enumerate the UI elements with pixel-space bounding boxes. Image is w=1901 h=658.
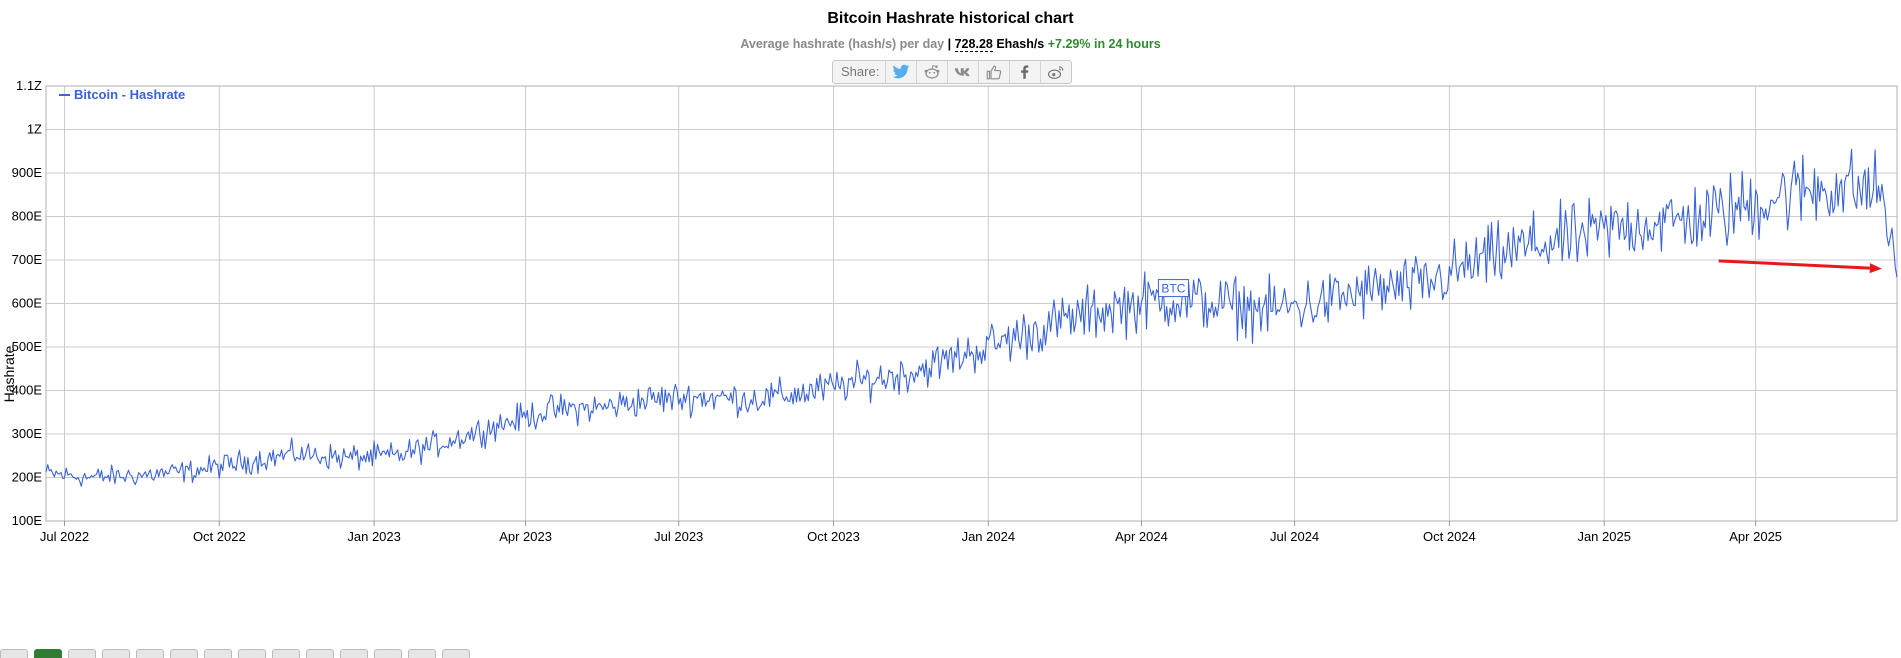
reddit-share-button[interactable] xyxy=(916,61,947,83)
x-axis-ticks: Jul 2022 Oct 2022 Jan 2023 Apr 2023 Jul 2023… xyxy=(40,521,1782,544)
x-tick-label: Apr 2024 xyxy=(1115,529,1168,544)
legend-label: Bitcoin - Hashrate xyxy=(74,87,185,102)
reddit-icon xyxy=(924,65,940,79)
x-tick-label: Oct 2022 xyxy=(193,529,246,544)
chart-subtitle: Average hashrate (hash/s) per day | 728.… xyxy=(0,37,1901,52)
like-share-button[interactable] xyxy=(978,61,1009,83)
range-tab[interactable] xyxy=(408,649,436,658)
annotation-box xyxy=(1157,279,1189,298)
x-tick-label: Jul 2023 xyxy=(654,529,703,544)
x-tick-label: Oct 2024 xyxy=(1423,529,1476,544)
subtitle-separator: | xyxy=(947,37,952,51)
range-tab[interactable] xyxy=(34,649,62,658)
facebook-share-button[interactable] xyxy=(1009,61,1040,83)
btc-annotation-flag[interactable]: BTC xyxy=(1157,279,1189,298)
y-tick-label: 100E xyxy=(12,513,43,528)
range-selector-tabs[interactable] xyxy=(0,649,470,658)
arrow-shaft xyxy=(1718,259,1870,270)
y-tick-label: 700E xyxy=(12,252,43,267)
current-hashrate-value[interactable]: 728.28 xyxy=(954,37,993,52)
hashrate-change: +7.29% in 24 hours xyxy=(1047,37,1161,51)
y-tick-label: 300E xyxy=(12,426,43,441)
range-tab[interactable] xyxy=(374,649,402,658)
share-bar: Share: xyxy=(832,60,1073,84)
x-tick-label: Apr 2025 xyxy=(1729,529,1782,544)
arrow-head xyxy=(1869,263,1882,274)
range-tab[interactable] xyxy=(204,649,232,658)
annotation-label: BTC xyxy=(1161,282,1185,296)
red-trend-arrow xyxy=(1718,259,1882,274)
range-tab[interactable] xyxy=(0,649,28,658)
range-tab[interactable] xyxy=(102,649,130,658)
x-tick-label: Jul 2022 xyxy=(40,529,89,544)
y-tick-label: 400E xyxy=(12,383,43,398)
facebook-icon xyxy=(1021,65,1029,79)
range-tab[interactable] xyxy=(68,649,96,658)
chart-legend[interactable]: Bitcoin - Hashrate xyxy=(59,87,185,102)
twitter-icon xyxy=(892,64,910,79)
x-tick-label: Jan 2023 xyxy=(347,529,401,544)
range-tab[interactable] xyxy=(306,649,334,658)
like-icon xyxy=(987,65,1002,80)
range-tab[interactable] xyxy=(272,649,300,658)
x-tick-label: Jan 2024 xyxy=(962,529,1016,544)
x-tick-label: Apr 2023 xyxy=(499,529,552,544)
y-tick-label: 600E xyxy=(12,296,43,311)
range-tab[interactable] xyxy=(340,649,368,658)
y-tick-label: 200E xyxy=(12,470,43,485)
subtitle-description: Average hashrate (hash/s) per day xyxy=(740,37,945,51)
y-tick-label: 500E xyxy=(12,339,43,354)
weibo-share-button[interactable] xyxy=(1040,61,1071,83)
y-tick-label: 1.1Z xyxy=(16,78,42,93)
range-tab[interactable] xyxy=(238,649,266,658)
vk-icon xyxy=(955,68,971,77)
y-tick-label: 1Z xyxy=(27,122,42,137)
x-tick-label: Jan 2025 xyxy=(1577,529,1631,544)
range-tab[interactable] xyxy=(170,649,198,658)
weibo-icon xyxy=(1048,66,1064,79)
hashrate-series-line[interactable] xyxy=(45,148,1898,487)
vk-share-button[interactable] xyxy=(947,61,978,83)
x-tick-label: Jul 2024 xyxy=(1270,529,1319,544)
plot-area-border xyxy=(45,85,1898,522)
chart-title: Bitcoin Hashrate historical chart xyxy=(827,10,1074,27)
range-tab[interactable] xyxy=(136,649,164,658)
range-tab[interactable] xyxy=(442,649,470,658)
y-tick-label: 800E xyxy=(12,209,43,224)
twitter-share-button[interactable] xyxy=(885,61,916,83)
x-tick-label: Oct 2023 xyxy=(807,529,860,544)
y-tick-label: 900E xyxy=(12,165,43,180)
share-label: Share: xyxy=(841,64,880,79)
y-axis-ticks: 100E 200E 300E 400E 500E 600E 700E 800E 900E 1Z 1.… xyxy=(12,78,43,528)
chart-grid xyxy=(46,85,1897,522)
current-hashrate-unit: Ehash/s xyxy=(992,37,1045,51)
